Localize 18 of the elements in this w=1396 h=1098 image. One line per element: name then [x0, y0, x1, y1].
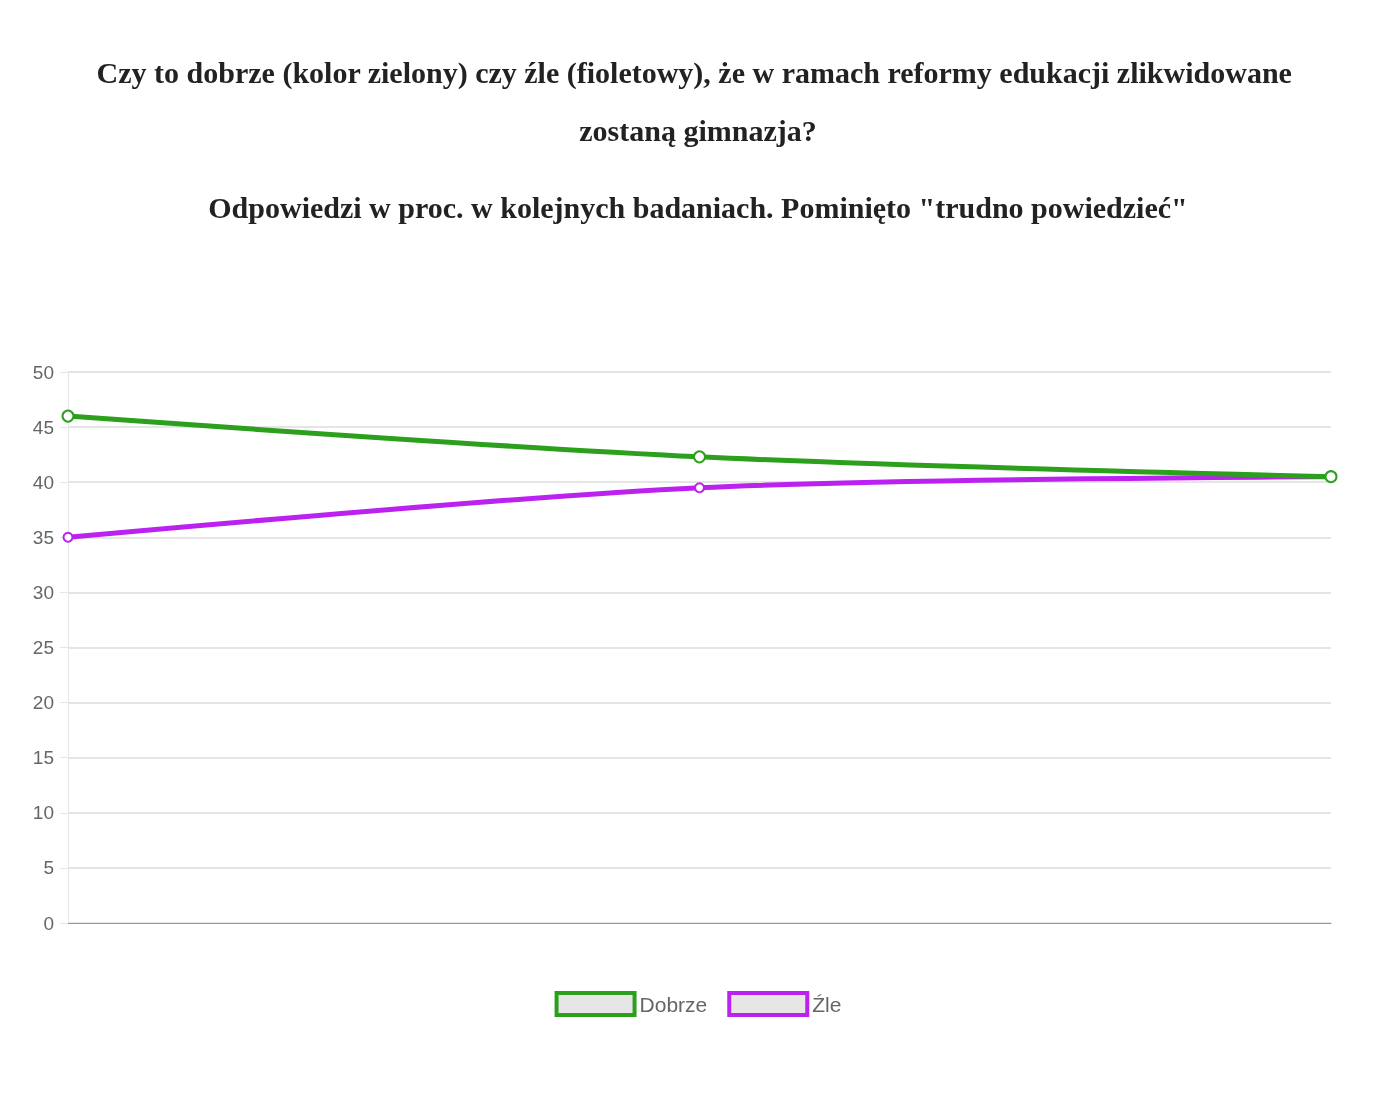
- point: [61, 409, 75, 423]
- y-tick-label: 20: [32, 692, 54, 714]
- y-tick-label: 10: [32, 802, 54, 824]
- point: [693, 450, 706, 464]
- y-tick-label: 50: [32, 361, 54, 383]
- chart-subtitle: Odpowiedzi w proc. w kolejnych badaniach. Pominięto "trudno powiedzieć": [208, 190, 1188, 224]
- point: [694, 482, 705, 494]
- y-tick-label: 25: [32, 637, 54, 658]
- y-tick-label: 0: [43, 912, 54, 934]
- chart-title: Czy to dobrze (kolor zielony) czy źle (fioletowy), że w ramach reformy edukacji zlikwidowane zostaną gimnazja?: [96, 55, 1300, 147]
- legend-label: Dobrze: [639, 992, 708, 1016]
- y-tick-label: 40: [32, 471, 54, 493]
- y-tick-label: 45: [32, 416, 54, 438]
- y-tick-label: 35: [32, 526, 54, 548]
- legend-label: Źle: [812, 992, 842, 1016]
- y-tick-label: 5: [43, 857, 54, 879]
- y-tick-label: 15: [32, 747, 54, 769]
- y-tick-label: 30: [32, 581, 54, 603]
